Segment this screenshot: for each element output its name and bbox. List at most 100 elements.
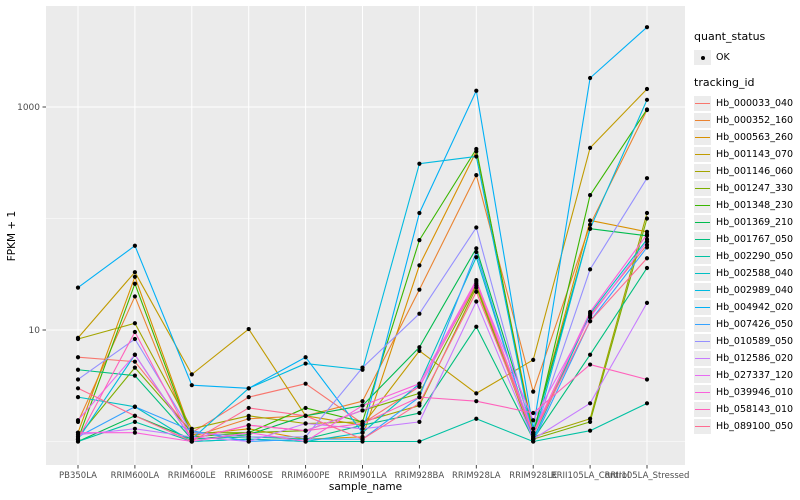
legend-item-label: Hb_001247_330 xyxy=(716,182,794,194)
data-point xyxy=(132,426,137,431)
data-point xyxy=(303,434,308,439)
data-point xyxy=(303,405,308,411)
data-point xyxy=(417,287,422,292)
legend-item-label: OK xyxy=(716,51,730,63)
data-point xyxy=(246,326,251,332)
series-color-line xyxy=(695,290,710,291)
legend-item-tracking: Hb_000033_040 xyxy=(694,95,800,112)
data-point xyxy=(474,289,479,294)
data-point xyxy=(474,391,479,396)
data-point xyxy=(132,281,137,286)
data-point xyxy=(360,421,365,426)
data-point xyxy=(417,391,422,396)
data-point xyxy=(417,161,422,166)
data-point xyxy=(588,267,593,272)
series-color-key-icon xyxy=(694,181,711,196)
data-point xyxy=(132,404,137,409)
data-point xyxy=(417,439,422,444)
data-point xyxy=(303,413,308,418)
data-point xyxy=(588,193,593,198)
data-point xyxy=(132,329,137,335)
data-point xyxy=(588,352,593,357)
series-color-line xyxy=(695,205,710,206)
data-point xyxy=(644,210,650,216)
data-point xyxy=(417,263,422,268)
legend-item-tracking: Hb_012586_020 xyxy=(694,350,800,367)
data-point xyxy=(189,430,194,435)
ok-point-icon xyxy=(700,55,705,60)
data-point xyxy=(474,249,479,255)
data-point xyxy=(531,432,536,437)
data-point xyxy=(132,294,137,299)
series-color-line xyxy=(695,358,710,359)
data-point xyxy=(246,405,251,411)
legend-item-tracking: Hb_001348_230 xyxy=(694,197,800,214)
legend-item-tracking: Hb_001369_210 xyxy=(694,214,800,231)
series-color-key-icon xyxy=(694,96,711,111)
data-point xyxy=(246,395,251,400)
legend-item-tracking: Hb_002989_040 xyxy=(694,282,800,299)
data-point xyxy=(531,437,536,442)
data-point xyxy=(644,239,650,244)
data-point xyxy=(644,232,650,237)
data-point xyxy=(474,324,479,329)
data-point xyxy=(417,384,422,389)
x-tick-label: PB350LA xyxy=(59,471,97,481)
series-color-line xyxy=(695,103,710,104)
data-point xyxy=(132,336,137,342)
series-color-line xyxy=(695,137,710,138)
data-point xyxy=(474,283,479,288)
legend-item-label: Hb_012586_020 xyxy=(716,352,794,364)
data-point xyxy=(644,86,650,92)
legend-item-tracking: Hb_039946_010 xyxy=(694,384,800,401)
data-point xyxy=(417,381,422,386)
data-point xyxy=(588,218,593,223)
x-axis-title: sample_name xyxy=(329,481,402,493)
data-point xyxy=(588,309,593,315)
series-color-key-icon xyxy=(694,368,711,383)
data-point xyxy=(75,437,81,442)
data-point xyxy=(360,430,365,435)
data-point xyxy=(474,146,479,152)
data-point xyxy=(132,243,137,248)
series-color-line xyxy=(695,239,710,240)
legend-title-tracking-id: tracking_id xyxy=(694,76,755,89)
x-tick-label: RRII105LA_Control xyxy=(551,471,630,481)
legend-item-label: Hb_058143_010 xyxy=(716,403,794,415)
legend-item-label: Hb_002989_040 xyxy=(716,284,794,296)
legend-item-tracking: Hb_004942_020 xyxy=(694,299,800,316)
data-point xyxy=(75,336,81,342)
data-point xyxy=(417,238,422,243)
data-point xyxy=(531,426,536,431)
data-point xyxy=(75,377,81,382)
series-color-key-icon xyxy=(694,334,711,349)
x-tick-label: RRIM928LE xyxy=(509,471,557,481)
data-point xyxy=(588,419,593,424)
data-point xyxy=(531,389,536,394)
legend-item-tracking: Hb_002290_050 xyxy=(694,248,800,265)
data-point xyxy=(644,256,650,261)
data-point xyxy=(360,365,365,370)
series-color-line xyxy=(695,307,710,308)
legend-item-tracking: Hb_000563_260 xyxy=(694,129,800,146)
legend-item-tracking: Hb_000352_160 xyxy=(694,112,800,129)
legend-item-label: Hb_010589_050 xyxy=(716,335,794,347)
data-point xyxy=(75,430,81,435)
data-point xyxy=(303,428,308,433)
y-tick-label: 10 xyxy=(29,326,41,336)
data-point xyxy=(588,428,593,433)
data-point xyxy=(474,278,479,283)
data-point xyxy=(474,399,479,404)
data-point xyxy=(588,226,593,231)
series-color-key-icon xyxy=(694,164,711,179)
data-point xyxy=(474,225,479,230)
data-point xyxy=(189,383,194,388)
series-color-key-icon xyxy=(694,419,711,434)
data-point xyxy=(246,386,251,391)
data-point xyxy=(360,399,365,404)
legend-item-label: Hb_004942_020 xyxy=(716,301,794,313)
legend-item-label: Hb_039946_010 xyxy=(716,386,794,398)
data-point xyxy=(246,439,251,444)
x-tick-label: RRIM600PE xyxy=(281,471,329,481)
